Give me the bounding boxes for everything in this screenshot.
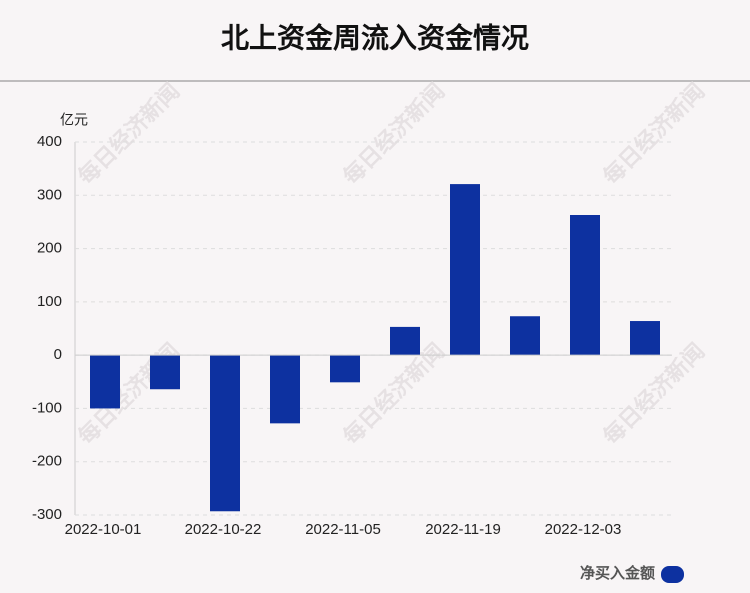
y-tick-label: 0	[54, 346, 62, 363]
legend-label: 净买入金额	[580, 564, 655, 582]
y-tick-label: 200	[37, 240, 62, 257]
bar	[390, 326, 420, 356]
chart-title: 北上资金周流入资金情况	[221, 21, 529, 53]
y-axis-unit: 亿元	[60, 112, 88, 128]
x-tick-label: 2022-10-22	[185, 521, 262, 538]
bar	[450, 184, 480, 356]
y-tick-label: -300	[32, 506, 62, 523]
x-tick-label: 2022-12-03	[545, 521, 622, 538]
x-tick-label: 2022-11-05	[305, 521, 381, 538]
y-tick-label: -100	[32, 399, 62, 416]
y-tick-label: 400	[37, 133, 62, 150]
bar	[270, 355, 300, 424]
y-tick-label: 300	[37, 186, 62, 203]
bar	[570, 215, 600, 356]
x-tick-label: 2022-11-19	[425, 521, 501, 538]
bar	[330, 355, 360, 383]
bar	[630, 321, 660, 356]
y-tick-label: 100	[37, 293, 62, 310]
x-tick-label: 2022-10-01	[65, 521, 142, 538]
bar	[510, 316, 540, 356]
bar	[210, 355, 240, 512]
bar	[150, 355, 180, 390]
bar	[90, 355, 120, 409]
y-tick-label: -200	[32, 453, 62, 470]
legend-swatch	[661, 566, 684, 583]
